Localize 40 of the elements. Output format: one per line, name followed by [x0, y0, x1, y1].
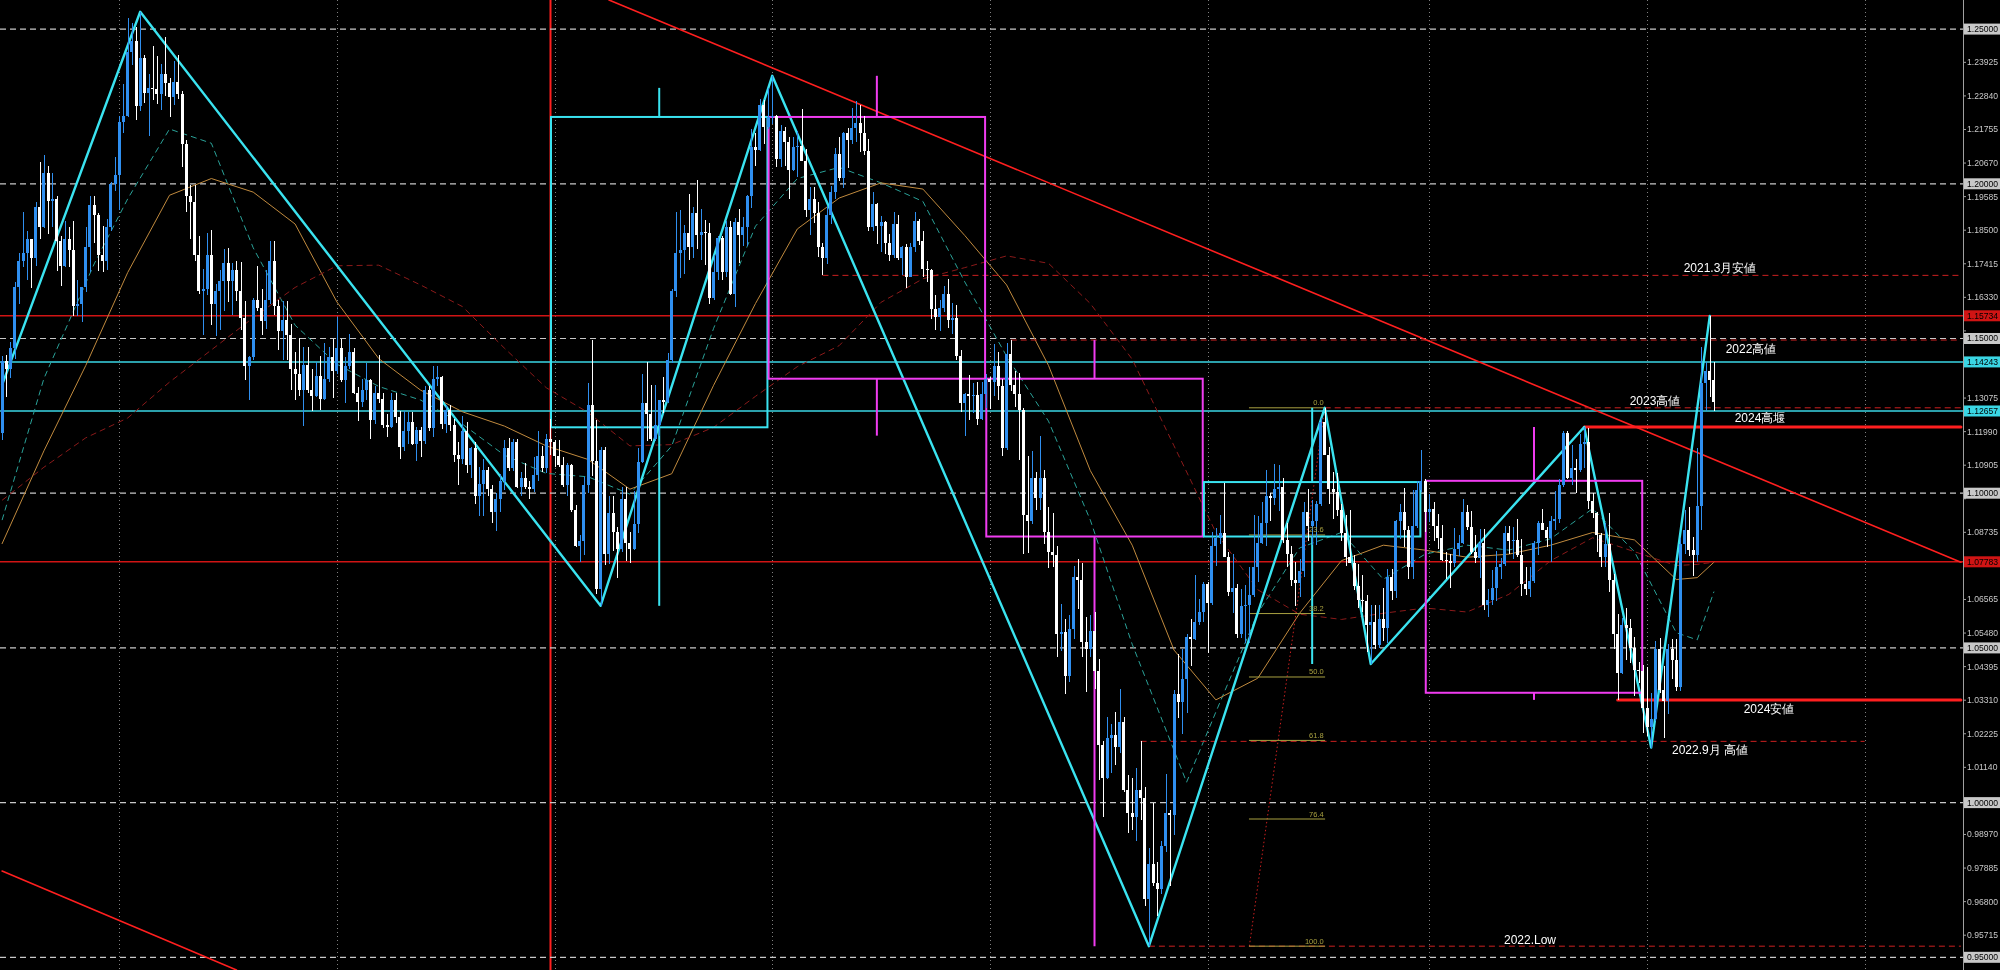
y-tick-label: 1.08735: [1967, 527, 1999, 538]
annotation: 2022.Low: [1503, 933, 1557, 947]
y-tick-label: 1.18500: [1967, 225, 1999, 236]
y-tick-label: 1.16330: [1967, 292, 1999, 303]
y-tick-label: 1.13075: [1967, 393, 1999, 404]
y-tick-label: 1.23925: [1967, 57, 1999, 68]
ref-line-label: 1.05000: [1967, 642, 1999, 653]
ref-line-label: 1.14243: [1967, 356, 1999, 367]
y-tick-label: 1.11990: [1967, 426, 1998, 437]
ref-line-label: 1.12657: [1967, 405, 1999, 416]
y-tick-label: 1.17415: [1967, 258, 1999, 269]
ref-line-label: 1.15000: [1967, 333, 1999, 344]
annotation: 2023高値: [1629, 394, 1681, 408]
annotation: 2024安値: [1743, 702, 1795, 716]
ref-line-label: 1.00000: [1967, 797, 1999, 808]
y-tick-label: 1.21755: [1967, 124, 1999, 135]
ref-line-label: 1.10000: [1967, 488, 1999, 499]
annotation: 2022高値: [1725, 342, 1777, 356]
ref-line-label: 1.20000: [1967, 178, 1999, 189]
y-tick-label: 0.96800: [1967, 896, 1999, 907]
y-tick-label: 0.95715: [1967, 930, 1999, 941]
ref-line-label: 0.95000: [1967, 952, 1999, 963]
y-tick-label: 0.98970: [1967, 829, 1999, 840]
ref-line-label: 1.07783: [1967, 556, 1999, 567]
annotation: 2021.3月安値: [1683, 261, 1757, 275]
ref-line-label: 1.25000: [1967, 24, 1999, 35]
y-tick-label: 1.03310: [1967, 695, 1999, 706]
y-tick-label: 1.05480: [1967, 628, 1999, 639]
y-tick-label: 1.22840: [1967, 90, 1999, 101]
y-tick-label: 1.20670: [1967, 158, 1999, 169]
y-tick-label: 1.02225: [1967, 728, 1999, 739]
annotation: 2022.9月 高値: [1671, 743, 1749, 757]
y-tick-label: 1.10905: [1967, 460, 1999, 471]
y-tick-label: 1.01140: [1967, 762, 1998, 773]
annotation: 2024高堰: [1734, 411, 1786, 425]
y-tick-label: 0.97885: [1967, 863, 1999, 874]
y-tick-label: 1.19585: [1967, 191, 1999, 202]
y-tick-label: 1.06565: [1967, 594, 1999, 605]
ref-line-label: 1.15734: [1967, 310, 1999, 321]
y-tick-label: 1.04395: [1967, 661, 1999, 672]
